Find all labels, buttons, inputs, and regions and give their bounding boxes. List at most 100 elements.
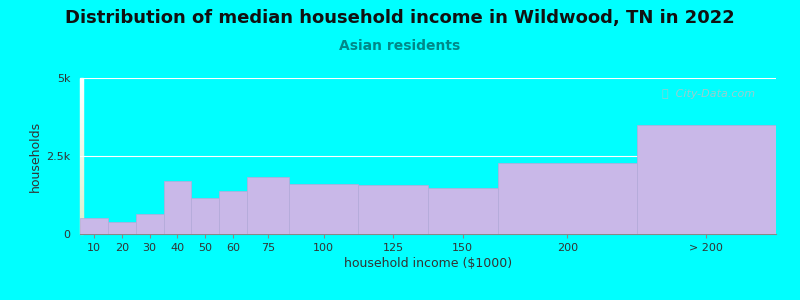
Bar [80,83,82,84]
Bar [80,229,82,230]
Bar [80,161,82,162]
Bar [80,146,82,147]
Bar [80,209,82,210]
Bar [80,184,82,185]
Bar [80,131,82,132]
Bar [80,212,82,213]
Bar [80,220,82,221]
Bar [80,170,82,171]
Bar [80,129,82,130]
Bar [80,195,82,196]
Bar [428,188,498,234]
Bar [358,185,428,234]
Bar [80,102,82,103]
Bar [80,164,82,165]
Bar [80,189,82,190]
Bar [289,184,358,234]
Bar [80,120,82,121]
Bar [80,232,82,233]
Bar [80,114,82,115]
Bar [80,93,82,94]
Bar [80,123,82,124]
Bar [498,163,637,234]
Bar [80,124,82,125]
Bar [80,188,82,189]
Text: Asian residents: Asian residents [339,39,461,53]
Bar [80,180,82,181]
Bar [80,116,82,117]
Y-axis label: households: households [29,120,42,192]
Bar [80,165,82,166]
Bar [80,111,82,112]
Bar [80,133,82,134]
Bar [80,79,82,80]
Bar [80,94,82,95]
Bar [80,186,82,187]
Bar [80,175,82,176]
Bar [80,97,82,98]
Bar [80,158,82,159]
Bar [80,166,82,167]
Bar [80,226,82,227]
Bar [80,210,82,211]
Text: Distribution of median household income in Wildwood, TN in 2022: Distribution of median household income … [65,9,735,27]
Bar [80,177,82,178]
Bar [80,223,82,224]
Bar [80,110,82,111]
Bar [80,104,82,105]
Bar [247,177,289,234]
Bar [80,127,82,128]
Bar [80,160,82,161]
Bar [80,88,82,89]
Bar [80,199,82,200]
Bar [80,135,82,136]
Bar [80,142,82,143]
Bar [80,130,82,131]
Bar [80,176,82,177]
Bar [80,95,82,96]
Bar [80,86,82,87]
Bar [80,178,82,179]
Bar [80,108,82,109]
Bar [80,147,82,148]
Bar [80,132,82,133]
Bar [80,185,82,186]
Bar [80,187,82,188]
Bar [80,196,82,197]
Bar [80,105,82,106]
Bar [80,230,82,231]
Bar [80,140,82,141]
Bar [80,181,82,182]
Bar [80,139,82,140]
Bar [80,96,82,97]
Bar [80,197,82,198]
Bar [80,100,82,101]
Bar [80,122,82,123]
Text: ⓘ  City-Data.com: ⓘ City-Data.com [662,89,755,99]
Bar [80,204,82,205]
Bar [80,153,82,154]
Bar [80,200,82,201]
Bar [80,117,82,118]
Bar [80,228,82,229]
Bar [80,106,82,107]
Bar [80,224,82,225]
Bar [80,218,108,234]
Bar [80,141,82,142]
Bar [80,121,82,122]
Bar [80,205,82,206]
Bar [80,138,82,139]
Bar [80,81,82,82]
Bar [80,103,82,104]
Bar [80,182,82,183]
Bar [80,214,82,215]
Bar [80,82,82,83]
Bar [108,222,136,234]
Bar [219,191,247,234]
Bar [80,101,82,102]
Bar [80,221,82,222]
Bar [80,152,82,153]
Bar [80,203,82,204]
Bar [80,118,82,119]
Bar [80,202,82,203]
